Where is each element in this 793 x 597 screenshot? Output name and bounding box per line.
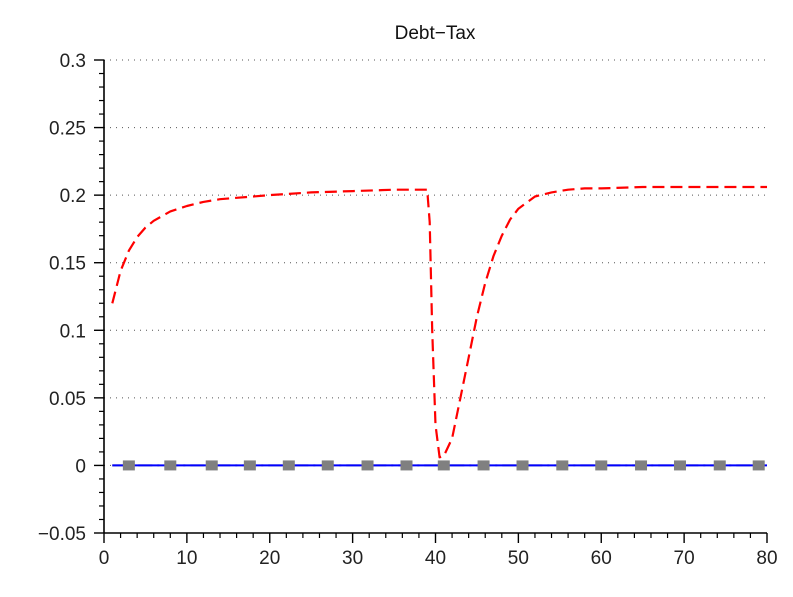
y-tick-label: 0.25: [49, 119, 86, 140]
series-grey-marker: [321, 460, 334, 471]
series-grey-marker: [361, 460, 374, 471]
series-grey-marker: [122, 460, 135, 471]
tick-marks: [94, 59, 768, 543]
series-grey-marker: [635, 460, 648, 471]
x-tick-label: 30: [342, 548, 363, 569]
chart-title: Debt−Tax: [395, 23, 476, 44]
y-tick-label: 0.2: [60, 186, 86, 207]
y-tick-label: 0.1: [60, 321, 86, 342]
x-tick-label: 80: [756, 548, 777, 569]
x-tick-label: 0: [99, 548, 110, 569]
tick-labels: −0.05 0 0.05 0.1 0.15 0.2 0.25 0.3 0 10 20 30 40 50 60…: [38, 51, 778, 569]
series-grey-marker: [556, 460, 569, 471]
series-grey-marker: [400, 460, 413, 471]
y-tick-label: −0.05: [38, 524, 86, 545]
y-tick-label: 0.05: [49, 389, 86, 410]
series-grey-marker: [516, 460, 529, 471]
series-red-dashed-line: [111, 185, 767, 459]
series-grey-marker: [595, 460, 608, 471]
y-tick-label: 0.15: [49, 254, 86, 275]
x-tick-label: 40: [425, 548, 446, 569]
series-grey-marker: [477, 460, 490, 471]
plot-series: [111, 185, 767, 471]
series-grey-marker: [713, 460, 726, 471]
x-tick-label: 50: [508, 548, 529, 569]
x-tick-label: 10: [176, 548, 197, 569]
series-grey-marker: [752, 460, 765, 471]
series-grey-marker: [282, 460, 295, 471]
axes: [103, 60, 767, 534]
x-tick-label: 20: [259, 548, 280, 569]
series-grey-marker: [437, 460, 450, 471]
x-tick-label: 70: [674, 548, 695, 569]
series-grey-marker: [243, 460, 256, 471]
x-tick-label: 60: [591, 548, 612, 569]
y-tick-label: 0.3: [60, 51, 86, 72]
series-grey-marker: [673, 460, 686, 471]
series-grey-marker: [164, 460, 177, 471]
y-tick-label: 0: [75, 456, 86, 477]
series-grey-marker: [205, 460, 218, 471]
